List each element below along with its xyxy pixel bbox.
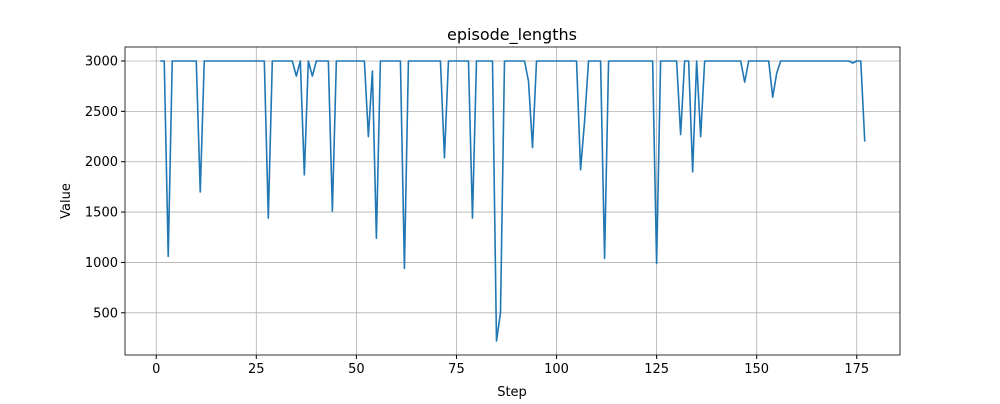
y-axis-label: Value [59,183,74,219]
y-tick-label: 2500 [85,105,118,120]
x-tick-label: 50 [348,362,365,377]
x-tick-label: 175 [844,362,869,377]
data-line [160,60,866,342]
y-tick-label: 500 [93,306,118,321]
x-tick-label: 150 [744,362,769,377]
y-tick-label: 1500 [85,206,118,221]
x-tick-label: 25 [248,362,265,377]
x-tick-label: 75 [448,362,465,377]
y-tick-label: 3000 [85,55,118,70]
y-tick-label: 2000 [85,155,118,170]
plot-frame [124,46,901,356]
y-tick-label: 1000 [85,256,118,271]
x-tick-label: 125 [644,362,669,377]
x-tick-label: 0 [152,362,160,377]
chart-title: episode_lengths [447,25,577,45]
x-axis-label: Step [497,385,527,400]
x-tick-label: 100 [544,362,569,377]
